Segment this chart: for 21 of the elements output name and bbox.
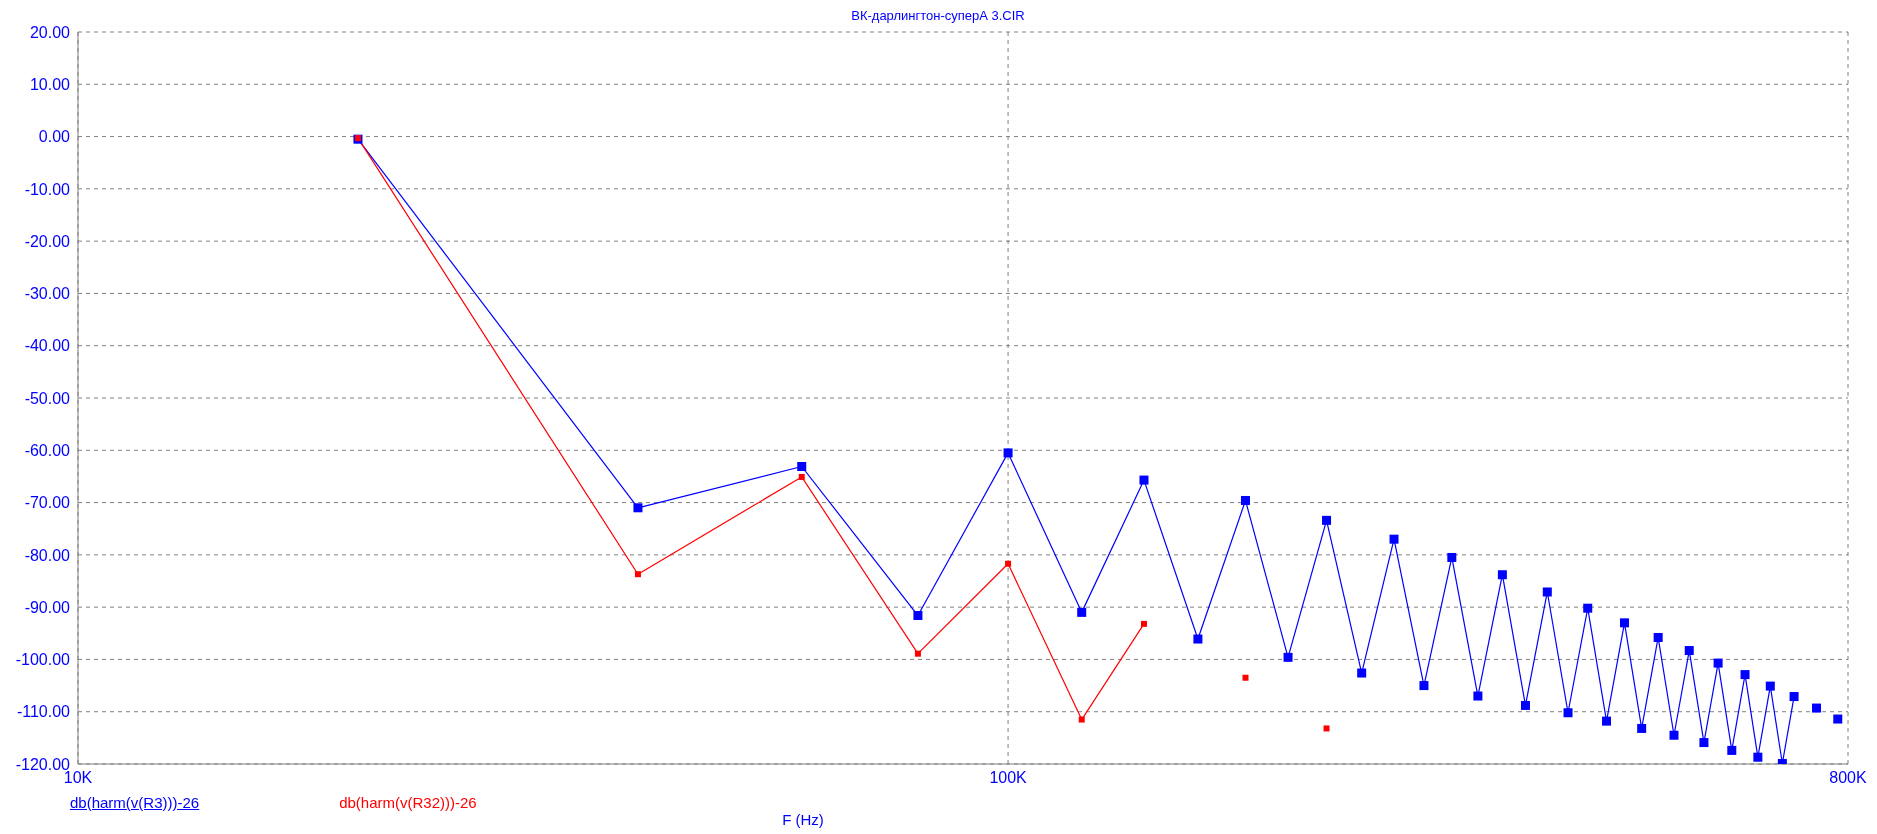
x-tick-label: 800K: [1829, 769, 1868, 787]
y-tick-label: 20.00: [29, 23, 71, 41]
chart-title: ВК-дарлингтон-суперА 3.CIR: [850, 8, 1026, 24]
text: db(harm(v(R3)))-26: [70, 794, 200, 811]
y-tick-label: -70.00: [24, 494, 71, 512]
y-tick-label: 10.00: [29, 75, 71, 93]
y-tick-label: -40.00: [24, 337, 71, 355]
y-tick-label: -10.00: [24, 180, 71, 198]
y-tick-label: -100.00: [15, 651, 71, 669]
y-tick-label: -110.00: [16, 703, 71, 721]
x-tick-label: 100K: [989, 769, 1028, 787]
y-tick-label: -50.00: [24, 389, 71, 407]
y-tick-label: 0.00: [38, 128, 71, 146]
x-axis-title: F (Hz): [781, 811, 825, 828]
text: db(harm(v(R32)))-26: [339, 794, 477, 811]
y-tick-label: -20.00: [24, 232, 71, 250]
y-tick-label: -80.00: [24, 546, 71, 564]
y-tick-label: -90.00: [24, 598, 71, 616]
y-tick-label: -60.00: [24, 441, 71, 459]
x-tick-label: 10K: [63, 769, 93, 787]
y-tick-label: -30.00: [24, 285, 71, 303]
